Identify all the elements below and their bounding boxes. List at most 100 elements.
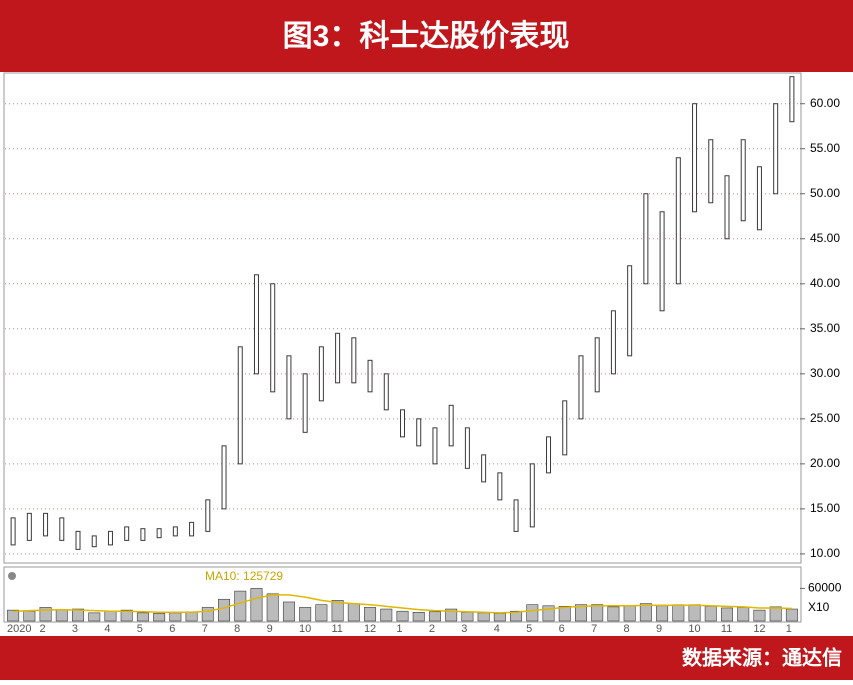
price-bar bbox=[302, 373, 308, 433]
volume-bar bbox=[120, 609, 133, 622]
price-bar bbox=[497, 472, 503, 501]
volume-bar bbox=[428, 611, 441, 622]
price-bar bbox=[675, 157, 681, 285]
price-bar bbox=[692, 103, 698, 213]
volume-bar bbox=[234, 590, 247, 622]
y-tick-label: 25.00 bbox=[810, 411, 840, 425]
price-bar bbox=[172, 526, 178, 537]
volume-bar bbox=[737, 607, 750, 622]
volume-bar bbox=[412, 612, 425, 622]
volume-bar bbox=[380, 608, 393, 622]
y-tick-label: 45.00 bbox=[810, 231, 840, 245]
volume-bar bbox=[591, 604, 604, 622]
price-bar bbox=[400, 409, 405, 438]
volume-bar bbox=[39, 607, 52, 622]
x-tick-label: 2 bbox=[429, 623, 435, 635]
x-tick-label: 5 bbox=[137, 623, 143, 635]
price-bar bbox=[91, 535, 97, 548]
price-bar bbox=[416, 418, 422, 447]
x-tick-label: 9 bbox=[656, 623, 662, 635]
volume-bar bbox=[493, 613, 506, 622]
volume-bar bbox=[477, 612, 490, 622]
volume-bar bbox=[721, 607, 733, 622]
x-tick-label: 5 bbox=[526, 623, 532, 635]
ma10-line bbox=[13, 594, 792, 614]
volume-bar bbox=[315, 604, 328, 622]
x-tick-label: 3 bbox=[72, 623, 78, 635]
price-bar bbox=[659, 211, 665, 312]
price-bar bbox=[756, 166, 762, 231]
price-bar bbox=[43, 512, 49, 537]
price-bar bbox=[610, 310, 616, 375]
volume-bar bbox=[510, 610, 523, 622]
x-tick-label: 2020 bbox=[7, 623, 31, 635]
price-bar bbox=[351, 337, 357, 384]
volume-bar bbox=[218, 598, 231, 622]
volume-bar bbox=[347, 603, 360, 622]
price-bar bbox=[26, 512, 32, 541]
y-tick-label: 35.00 bbox=[810, 321, 840, 335]
volume-bar bbox=[55, 609, 68, 622]
price-bar bbox=[481, 454, 487, 483]
volume-bar bbox=[607, 606, 620, 622]
price-bar bbox=[140, 528, 146, 541]
x-tick-label: 1 bbox=[396, 623, 402, 635]
volume-bar bbox=[785, 608, 798, 622]
volume-bar bbox=[461, 612, 474, 622]
volume-bar bbox=[153, 613, 166, 622]
price-frame bbox=[3, 72, 802, 564]
volume-bar bbox=[542, 605, 555, 622]
x-tick-label: 4 bbox=[104, 623, 110, 635]
x-tick-label: 7 bbox=[591, 623, 597, 635]
volume-bar bbox=[639, 603, 652, 622]
price-bar bbox=[286, 355, 292, 420]
volume-bar bbox=[704, 606, 717, 622]
x-tick-label: 12 bbox=[753, 623, 765, 635]
volume-bar bbox=[688, 604, 701, 622]
price-bar bbox=[189, 521, 195, 537]
volume-tick-label: 60000 bbox=[808, 581, 842, 595]
price-bar bbox=[432, 427, 438, 465]
volume-bar bbox=[558, 606, 571, 622]
y-tick-label: 20.00 bbox=[810, 456, 840, 470]
volume-bar bbox=[185, 611, 198, 622]
price-bar bbox=[594, 337, 600, 393]
volume-bar bbox=[299, 607, 312, 622]
volume-bar bbox=[201, 607, 214, 622]
volume-bar bbox=[396, 610, 409, 622]
price-bar bbox=[448, 404, 454, 447]
price-bar bbox=[708, 139, 714, 204]
chart-title: 图3：科士达股价表现 bbox=[283, 20, 570, 53]
price-bar bbox=[335, 332, 341, 384]
volume-bar bbox=[331, 600, 344, 622]
volume-bar bbox=[282, 601, 295, 622]
volume-bar bbox=[769, 606, 782, 622]
x-tick-label: 4 bbox=[494, 623, 500, 635]
price-bar bbox=[724, 175, 730, 240]
price-bar bbox=[578, 355, 584, 420]
price-bar bbox=[221, 445, 227, 510]
ma-label: MA10: 125729 bbox=[205, 569, 283, 583]
price-bar bbox=[464, 427, 470, 469]
volume-bar bbox=[7, 609, 20, 622]
volume-bar bbox=[169, 612, 182, 622]
x-tick-label: 3 bbox=[461, 623, 467, 635]
x-tick-label: 1 bbox=[786, 623, 792, 635]
volume-bar bbox=[250, 588, 263, 622]
source: 数据来源：通达信 bbox=[682, 645, 842, 669]
price-bar bbox=[529, 463, 535, 528]
x-tick-label: 7 bbox=[202, 623, 208, 635]
y-tick-label: 40.00 bbox=[810, 276, 840, 290]
volume-bar bbox=[136, 612, 149, 622]
price-bar bbox=[237, 346, 243, 465]
x-tick-label: 11 bbox=[721, 623, 732, 635]
volume-bar bbox=[445, 608, 458, 622]
price-bar bbox=[124, 526, 130, 541]
price-bar bbox=[205, 499, 211, 532]
price-bar bbox=[773, 103, 779, 195]
price-bar bbox=[59, 517, 65, 541]
volume-bar bbox=[364, 607, 377, 622]
volume-bar bbox=[266, 593, 279, 622]
price-bar bbox=[367, 359, 373, 393]
